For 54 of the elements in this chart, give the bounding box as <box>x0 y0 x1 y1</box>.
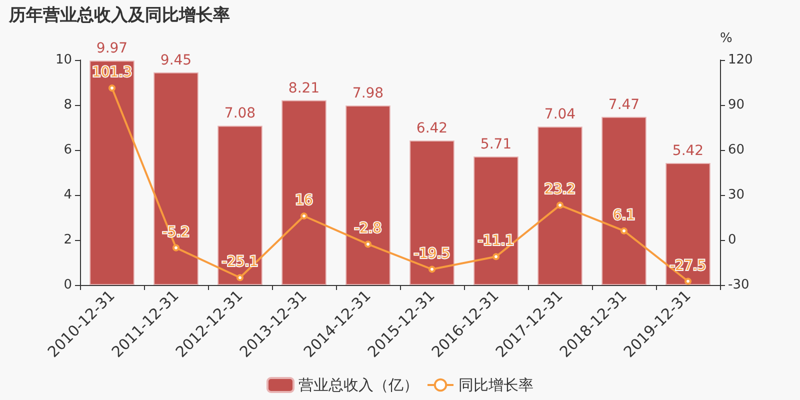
y-tick-label: 6 <box>64 142 72 158</box>
data-label: 16 <box>295 192 313 208</box>
data-label: 23.2 <box>544 182 576 198</box>
data-label: -2.8 <box>354 220 382 237</box>
y2-tick-label: 60 <box>728 142 745 158</box>
y2-tick-label: 120 <box>728 52 753 68</box>
data-label: -11.1 <box>478 233 514 250</box>
y-tick-label: 0 <box>64 278 72 292</box>
legend-label: 营业总收入（亿） <box>298 376 418 394</box>
y-tick-label: 10 <box>55 52 72 68</box>
data-label: 7.08 <box>224 106 256 122</box>
bar <box>410 140 454 285</box>
y2-tick-label: 0 <box>728 232 736 248</box>
point <box>172 244 180 252</box>
bar <box>538 126 582 285</box>
data-label: 101.3 <box>92 64 132 81</box>
point <box>492 253 500 260</box>
bar <box>602 116 646 285</box>
data-label: -27.5 <box>670 258 706 274</box>
bar <box>218 126 262 285</box>
y2-axis-title: % <box>720 31 732 46</box>
point <box>428 266 436 273</box>
bar <box>666 163 710 285</box>
data-label: 7.98 <box>352 85 384 102</box>
bar <box>154 72 198 285</box>
point <box>620 227 628 234</box>
data-label: 7.47 <box>608 96 640 113</box>
bar <box>474 156 518 285</box>
data-label: 6.1 <box>612 207 636 224</box>
data-label: 9.45 <box>160 52 192 68</box>
point <box>556 202 564 209</box>
y-tick-label: 2 <box>64 232 72 248</box>
data-label: 5.71 <box>480 136 512 153</box>
chart-title: 历年营业总收入及同比增长率 <box>8 6 230 26</box>
data-label: 8.21 <box>288 80 320 96</box>
legend-label: 同比增长率 <box>458 376 534 394</box>
bar <box>90 60 134 285</box>
bar <box>346 105 390 285</box>
bar <box>282 100 326 285</box>
data-label: 5.42 <box>672 143 704 160</box>
data-label: 6.42 <box>416 120 448 137</box>
point <box>364 240 372 248</box>
y2-tick-label: 30 <box>728 188 745 202</box>
y2-tick-label: -30 <box>728 278 750 292</box>
point <box>300 212 308 220</box>
y-tick-label: 8 <box>64 98 72 112</box>
data-label: 7.04 <box>544 106 576 123</box>
point <box>108 84 116 92</box>
data-label: 9.97 <box>96 40 128 57</box>
data-label: -19.5 <box>414 246 450 262</box>
y2-tick-label: 90 <box>728 98 745 112</box>
point <box>236 274 244 282</box>
y-tick-label: 4 <box>64 188 72 202</box>
point <box>684 278 692 285</box>
